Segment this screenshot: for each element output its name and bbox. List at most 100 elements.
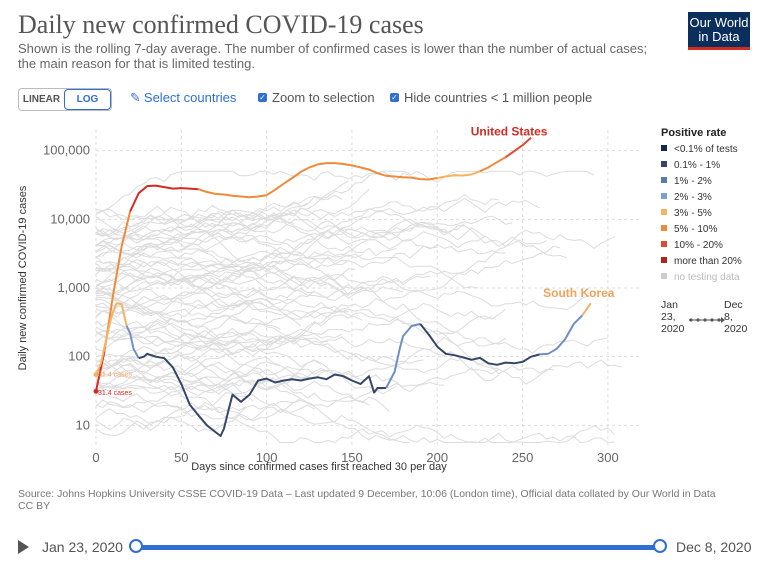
x-axis-label: Days since confirmed cases first reached… (191, 461, 447, 473)
gridlines (95, 130, 642, 446)
play-icon[interactable] (18, 540, 29, 554)
background-country-lines (95, 170, 622, 444)
linear-scale-button[interactable]: LINEAR (22, 94, 61, 105)
series-line-united-states (103, 211, 132, 352)
background-country-line (95, 310, 622, 385)
hide-small-countries-label: Hide countries < 1 million people (404, 90, 593, 105)
zoom-to-selection-label: Zoom to selection (272, 90, 375, 105)
background-country-line (95, 356, 281, 389)
owid-logo[interactable]: Our World in Data (688, 12, 750, 50)
start-annotation: 31.4 cases (98, 371, 132, 378)
background-country-line (95, 193, 499, 318)
background-country-line (95, 385, 397, 433)
background-country-line (95, 170, 595, 234)
background-country-line (95, 353, 274, 382)
series-line-united-states (479, 156, 506, 173)
series-line-south-korea (385, 322, 421, 389)
legend-time-dot (717, 318, 721, 322)
license-note: CC BY (18, 500, 51, 512)
background-country-line (95, 286, 499, 392)
background-country-line (95, 244, 506, 347)
legend-time-end: 2020 (724, 323, 748, 335)
series-line-united-states (129, 184, 199, 212)
x-tick-label: 0 (92, 450, 99, 465)
logo-line-2: in Data (698, 29, 740, 44)
background-country-line (95, 375, 308, 409)
series-lines (93, 136, 592, 437)
checkmark-icon: ✓ (390, 93, 399, 103)
y-axis-label: Daily new confirmed COVID-19 cases (17, 185, 29, 370)
background-country-line (95, 194, 342, 237)
x-tick-label: 100 (256, 450, 278, 465)
timeline-start-handle[interactable] (129, 539, 143, 553)
background-country-line (95, 374, 315, 422)
x-tick-label: 150 (341, 450, 363, 465)
background-country-line (95, 355, 499, 391)
background-country-line (95, 212, 438, 250)
line-chart: 10 100 1,000 10,000 100,000 0 50 100 150 200 250 30… (17, 125, 748, 473)
legend-time-start: Jan (661, 299, 678, 311)
legend-title: Positive rate (661, 127, 726, 139)
series-labels: United States South Korea 31.4 cases 31.4 c… (98, 125, 615, 398)
timeline: Jan 23, 2020 Dec 8, 2020 (18, 536, 758, 558)
log-scale-button[interactable]: LOG (64, 89, 111, 110)
series-line-south-korea (125, 325, 140, 359)
legend-swatch (661, 161, 667, 167)
background-country-line (95, 259, 281, 272)
y-tick-label: 10 (76, 417, 90, 432)
series-label-united-states: United States (471, 125, 548, 139)
background-country-line (95, 170, 411, 213)
start-annotation: 31.4 cases (98, 390, 132, 397)
legend-swatch (661, 193, 667, 199)
x-tick-label: 250 (512, 450, 534, 465)
legend-time-dot (696, 318, 700, 322)
select-countries-label: Select countries (143, 90, 237, 105)
background-country-line (95, 389, 615, 444)
y-tick-label: 10,000 (50, 211, 90, 226)
series-line-south-korea (138, 352, 387, 437)
hide-small-countries-checkbox[interactable]: ✓ Hide countries < 1 million people (390, 90, 592, 105)
x-tick-label: 300 (597, 450, 619, 465)
y-tick-label: 100 (68, 349, 90, 364)
axes: 10 100 1,000 10,000 100,000 0 50 100 150 200 250 30… (17, 143, 619, 473)
legend-item-label: 10% - 20% (674, 240, 723, 251)
series-line-south-korea (95, 302, 128, 375)
zoom-to-selection-checkbox[interactable]: ✓ Zoom to selection (258, 90, 375, 105)
background-country-line (95, 270, 261, 293)
background-country-line (95, 362, 616, 444)
y-tick-label: 100,000 (43, 143, 90, 158)
legend-time-dot (689, 318, 693, 322)
legend-swatch (661, 145, 667, 151)
background-country-line (95, 301, 254, 357)
checkmark-icon: ✓ (258, 93, 267, 103)
background-country-line (95, 298, 288, 315)
pencil-icon: ✎ (130, 90, 141, 105)
series-line-south-korea (539, 314, 584, 356)
timeline-end-handle[interactable] (653, 539, 667, 553)
scale-toggle[interactable]: LINEAR LOG (18, 88, 112, 111)
background-country-line (95, 326, 240, 347)
series-label-south-korea: South Korea (543, 286, 615, 300)
legend-item-label: <0.1% of tests (674, 144, 738, 155)
legend-swatch (661, 257, 667, 263)
legend-swatch (661, 273, 667, 279)
select-countries-button[interactable]: ✎ Select countries (130, 90, 236, 106)
legend-time-end: Dec (724, 299, 743, 311)
background-country-line (95, 256, 349, 319)
background-country-line (95, 231, 568, 275)
legend-item-label: 5% - 10% (674, 224, 717, 235)
logo-line-1: Our World (689, 15, 749, 30)
background-country-line (95, 401, 247, 414)
series-line-south-korea (419, 323, 540, 366)
legend-item-label: 3% - 5% (674, 208, 712, 219)
series-line-united-states (198, 162, 438, 199)
timeline-track[interactable] (136, 545, 660, 550)
source-note: Source: Johns Hopkins University CSSE CO… (18, 488, 716, 500)
chart-footer: Source: Johns Hopkins University CSSE CO… (18, 488, 738, 512)
background-country-line (95, 392, 254, 431)
legend-time-start: 23, (661, 311, 676, 323)
legend-swatch (661, 225, 667, 231)
background-country-line (95, 263, 349, 313)
background-country-line (95, 320, 445, 393)
timeline-start-date: Jan 23, 2020 (42, 539, 123, 555)
